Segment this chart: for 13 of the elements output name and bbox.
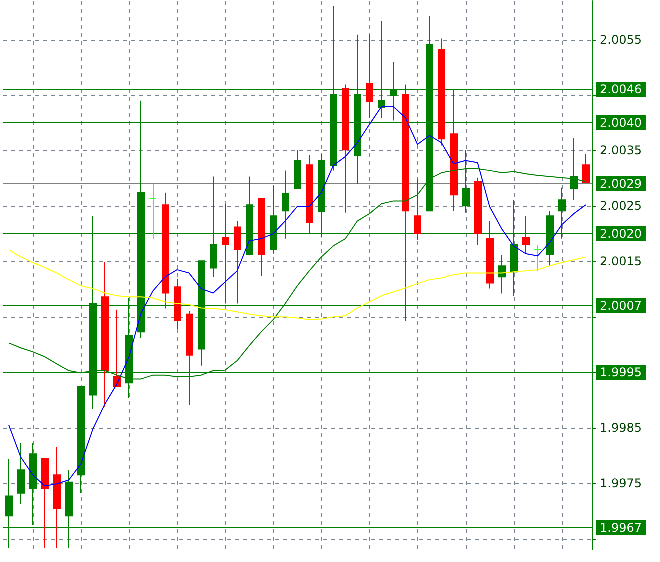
ref-line-label: 1.9967 — [600, 520, 642, 535]
ref-line-label: 1.9995 — [600, 366, 642, 380]
y-tick-label: 2.0015 — [600, 254, 642, 269]
ref-line-label: 2.0040 — [600, 116, 642, 130]
ref-line-label: 2.0029 — [600, 177, 642, 191]
ref-line-label: 2.0020 — [600, 226, 642, 241]
y-tick-label: 1.9985 — [600, 421, 642, 435]
y-tick-label: 1.9975 — [600, 476, 642, 490]
y-tick-label: 2.0035 — [600, 144, 642, 158]
y-tick-label: 2.0025 — [600, 199, 642, 214]
ref-line-label: 2.0046 — [600, 82, 642, 97]
ref-line-label: 2.0007 — [600, 299, 642, 313]
y-tick-label: 2.0055 — [600, 32, 642, 47]
